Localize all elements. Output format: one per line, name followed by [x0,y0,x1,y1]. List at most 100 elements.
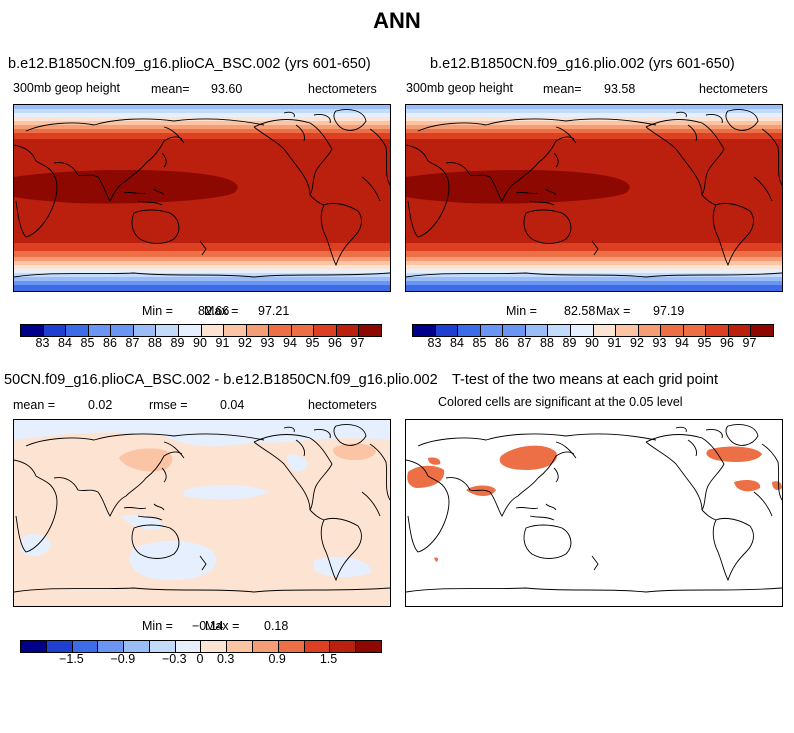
cbar3-swatch [124,641,150,652]
panel2-mean-value: 93.58 [604,82,636,96]
significant-cells [407,445,782,562]
field-band [406,231,782,243]
colorbar-tick-label: 88 [148,336,162,350]
field-band [406,129,782,133]
cbar2-swatch [751,325,773,336]
field-band [14,121,390,125]
field-band [406,277,782,281]
cbar1-swatch [111,325,134,336]
cbar2-swatch [480,325,504,336]
colorbar-tick-label: 91 [607,336,622,350]
panel3-rmse-value: 0.04 [220,398,245,412]
colorbar-tick-label: 83 [35,336,50,350]
field-band [406,269,782,273]
colorbar-tick-label: 1.5 [319,652,338,666]
diff-region-southpac [129,540,217,581]
field-band [406,261,782,265]
cbar3-swatch [201,641,228,652]
cbar2-swatch [503,325,526,336]
field-band [14,269,390,273]
cbar2-swatch [593,325,617,336]
panel4-map [405,419,783,607]
panel2-min-label: Min = [506,304,537,318]
diff-region-southatl [20,533,52,557]
panel2-map [405,104,783,292]
field-warm-pool [406,170,630,204]
cbar1-swatch [291,325,315,336]
cbar1-swatch [178,325,202,336]
cbar3-swatch [330,641,357,652]
colorbar-tick-label: 90 [585,336,599,350]
panel3-mean-value: 0.02 [88,398,113,412]
field-band [406,243,782,251]
field-band [14,149,390,165]
field-band [14,261,390,265]
panel3-max-label: Max = [205,619,240,633]
sig-region-5 [734,480,761,492]
panel3-map-svg [14,420,390,606]
panel2-field [406,105,782,291]
colorbar-tick-label: 96 [328,336,342,350]
panel3-case-title: 50CN.f09_g16.plioCA_BSC.002 - b.e12.B185… [4,372,438,388]
cbar1-swatch [359,325,381,336]
panel4-title: T-test of the two means at each grid poi… [452,372,718,388]
field-band [14,125,390,129]
diff-region-siberia [119,448,173,472]
panel1-field [14,105,390,291]
panel1-map-svg [14,105,390,291]
panel1-max-label: Max = [204,304,239,318]
cbar2-swatch [458,325,481,336]
colorbar-tick-label: 88 [540,336,554,350]
field-band [14,129,390,133]
cbar1-swatch [88,325,112,336]
cbar1-swatch [246,325,270,336]
cbar1-swatch [133,325,157,336]
field-band [406,121,782,125]
panel3-rmse-label: rmse = [149,398,188,412]
cbar2-swatch [706,325,729,336]
cbar2-swatch [548,325,571,336]
cbar2-swatch [616,325,639,336]
sig-region-7 [772,481,782,490]
panel1-mean-label: mean= [151,82,190,96]
cbar2-swatch [638,325,662,336]
cbar2-swatch [728,325,752,336]
colorbar-tick-label: −0.3 [161,652,187,666]
field-band [14,265,390,269]
diff-region-atlantic [333,443,376,460]
field-band [14,285,390,291]
cbar3-swatch [304,641,331,652]
panel2-max-label: Max = [596,304,631,318]
sig-region-8 [434,557,439,562]
field-band [406,109,782,113]
cbar1-swatch [21,325,44,336]
cbar3-swatch [227,641,254,652]
colorbar-tick-label: 86 [495,336,509,350]
diff-region-subtropical [184,484,269,500]
panel1-min-label: Min = [142,304,173,318]
cbar1-swatch [336,325,360,336]
cbar1-swatch [314,325,337,336]
panel4-subtitle: Colored cells are significant at the 0.0… [438,395,683,409]
cbar2-swatch [570,325,594,336]
field-band [14,109,390,113]
sig-region-6 [466,485,496,496]
cbar2-swatch [525,325,549,336]
panel2-units: hectometers [699,82,768,96]
colorbar-tick-label: −0.9 [110,652,136,666]
panel2-max-value: 97.19 [653,304,685,318]
sig-region-3 [428,457,441,465]
cbar2-swatch [661,325,684,336]
diff-region-equatorial [122,514,163,530]
panel3-mean-label: mean = [13,398,56,412]
field-band [14,277,390,281]
sig-region-1 [499,445,557,470]
panel1-variable: 300mb geop height [13,81,121,95]
field-band [406,125,782,129]
colorbar-tick-label: 93 [652,336,667,350]
cbar3-swatch [149,641,176,652]
field-band [14,105,390,109]
panel2-mean-label: mean= [543,82,582,96]
colorbar-tick-label: 83 [427,336,442,350]
colorbar-tick-label: 84 [450,336,464,350]
